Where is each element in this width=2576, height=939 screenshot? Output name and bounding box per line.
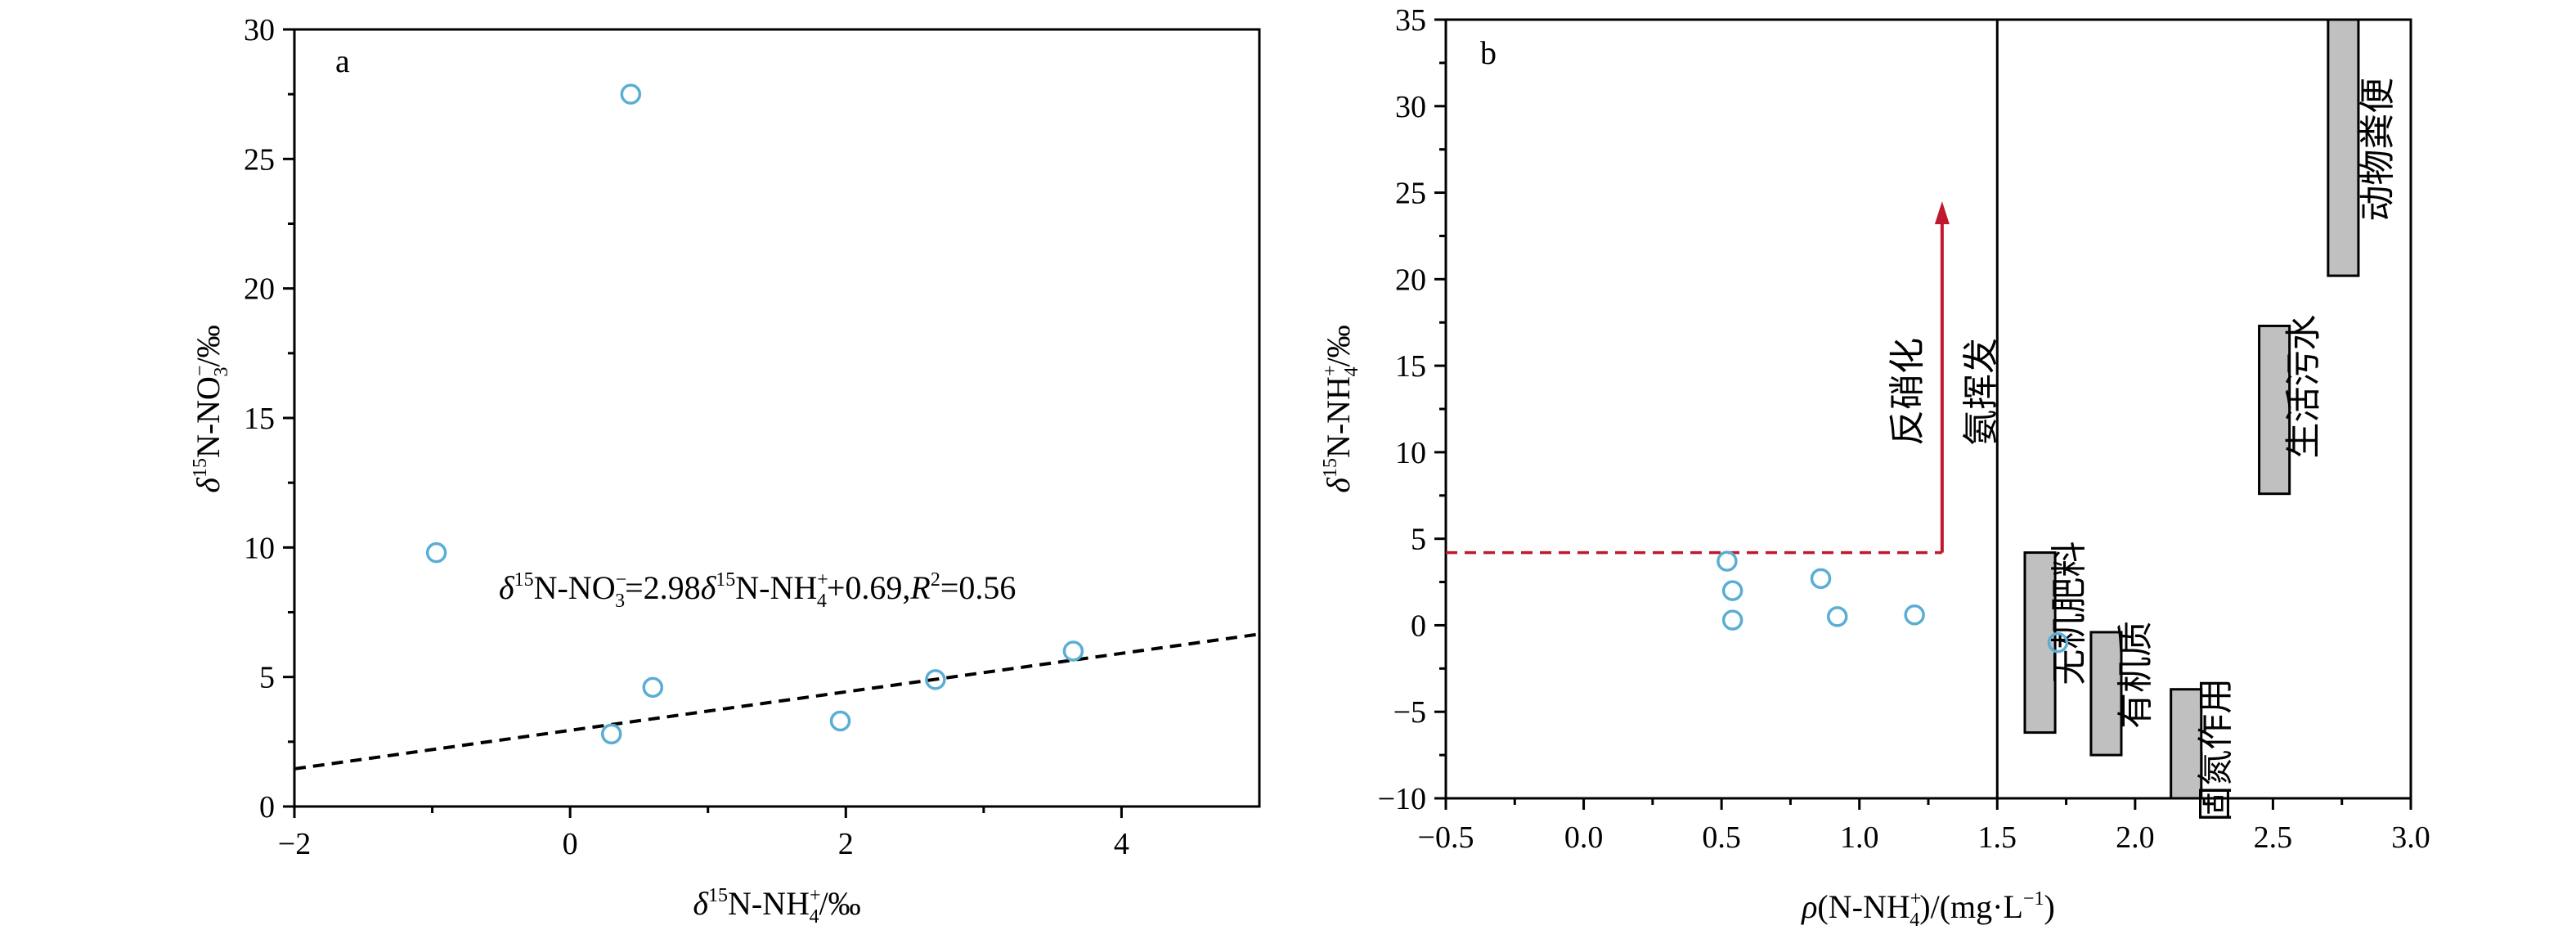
data-point xyxy=(2047,631,2069,654)
source-range-label: 无机肥料 xyxy=(2049,541,2090,685)
x-tick-label: −0.5 xyxy=(1418,820,1474,855)
source-range-label: 生活污水 xyxy=(2283,314,2325,458)
y-tick-label: −5 xyxy=(1393,695,1426,730)
panel-b-x-ticks: −0.5 0.0 0.5 1.0 1.5 2.0 2.5 3.0 xyxy=(1418,798,2430,855)
panel-b-arrow-head xyxy=(1934,201,1950,225)
source-range-bar xyxy=(2327,18,2360,277)
data-point xyxy=(829,710,851,732)
panel-b: −0.5 0.0 0.5 1.0 1.5 2.0 2.5 3.0 −10 −5 0 5 10 15 20 2… xyxy=(1320,3,2430,931)
x-tick-label: 2.0 xyxy=(2116,820,2155,855)
y-tick-label: 15 xyxy=(244,402,275,436)
y-tick-label: 5 xyxy=(259,661,275,695)
x-tick-label: 2.5 xyxy=(2254,820,2293,855)
panel-a-y-ticks: 0 5 10 15 20 25 30 xyxy=(244,13,294,824)
y-tick-label: 30 xyxy=(244,13,275,47)
arrow-label-denitrification: 反硝化 xyxy=(1887,338,1928,446)
panel-a-frame xyxy=(293,28,1261,808)
panel-b-points xyxy=(1717,550,2069,654)
x-tick-label: 2 xyxy=(838,827,854,861)
source-range-bar xyxy=(2089,631,2123,757)
data-point xyxy=(925,669,946,690)
data-point xyxy=(600,723,622,745)
panel-a-equation: δ15N-NO− 3=2.98δ15N-NH+ 4+0.69,R2=0.56 xyxy=(499,569,1016,612)
data-point xyxy=(425,541,447,564)
data-point xyxy=(1721,580,1744,601)
y-tick-label: 0 xyxy=(1411,609,1426,643)
x-tick-label: 0 xyxy=(563,827,578,861)
y-tick-label: 30 xyxy=(1395,90,1426,124)
y-tick-label: 15 xyxy=(1395,349,1426,384)
y-tick-label: 25 xyxy=(244,142,275,177)
x-tick-label: 1.0 xyxy=(1840,820,1879,855)
data-point xyxy=(1721,609,1744,631)
y-tick-label: 5 xyxy=(1411,523,1426,557)
panel-a-y-axis-title: δ15N-NO−3/‰ xyxy=(190,325,232,492)
y-tick-label: 20 xyxy=(244,272,275,307)
panel-b-x-axis-title: ρ(N-NH+ 4)/(mg·L−1) xyxy=(1800,888,2055,931)
source-range-label: 固氮作用 xyxy=(2195,678,2237,822)
y-tick-label: 0 xyxy=(259,790,275,824)
source-range-label: 有机质 xyxy=(2115,621,2156,729)
y-tick-label: 35 xyxy=(1395,3,1426,38)
panel-b-letter: b xyxy=(1480,34,1497,71)
data-point xyxy=(1062,640,1084,662)
panel-a-points xyxy=(425,83,1084,745)
panel-a-fit-line xyxy=(294,632,1260,771)
data-point xyxy=(1826,606,1848,627)
data-point xyxy=(1810,568,1832,590)
data-point xyxy=(1904,604,1925,626)
source-range-bar xyxy=(2258,324,2291,496)
source-range-bar xyxy=(2170,688,2203,800)
x-tick-label: 0.5 xyxy=(1702,820,1741,855)
y-tick-label: 25 xyxy=(1395,177,1426,211)
panel-a-letter: a xyxy=(335,43,350,79)
panel-b-y-ticks: −10 −5 0 5 10 15 20 25 30 35 xyxy=(1378,3,1446,816)
data-point xyxy=(1717,550,1738,572)
x-tick-label: 1.5 xyxy=(1978,820,2017,855)
y-tick-label: 10 xyxy=(244,531,275,565)
x-tick-label: 3.0 xyxy=(2391,820,2430,855)
source-range-label: 动物粪便 xyxy=(2357,78,2399,222)
y-tick-label: 20 xyxy=(1395,263,1426,297)
x-tick-label: 4 xyxy=(1114,827,1129,861)
data-point xyxy=(620,83,642,105)
x-tick-label: 0.0 xyxy=(1564,820,1604,855)
panel-b-y-axis-title: δ15N-NH+4/‰ xyxy=(1320,325,1362,492)
x-tick-label: −2 xyxy=(278,827,311,861)
data-point xyxy=(642,676,664,699)
arrow-label-ammonia-volatilization: 氨挥发 xyxy=(1960,338,2002,446)
panel-a-x-axis-title: δ15N-NH+ 4/‰ xyxy=(693,885,860,928)
y-tick-label: −10 xyxy=(1378,782,1426,816)
y-tick-label: 10 xyxy=(1395,436,1426,470)
panel-a-x-ticks: −2 0 2 4 xyxy=(278,806,1129,861)
